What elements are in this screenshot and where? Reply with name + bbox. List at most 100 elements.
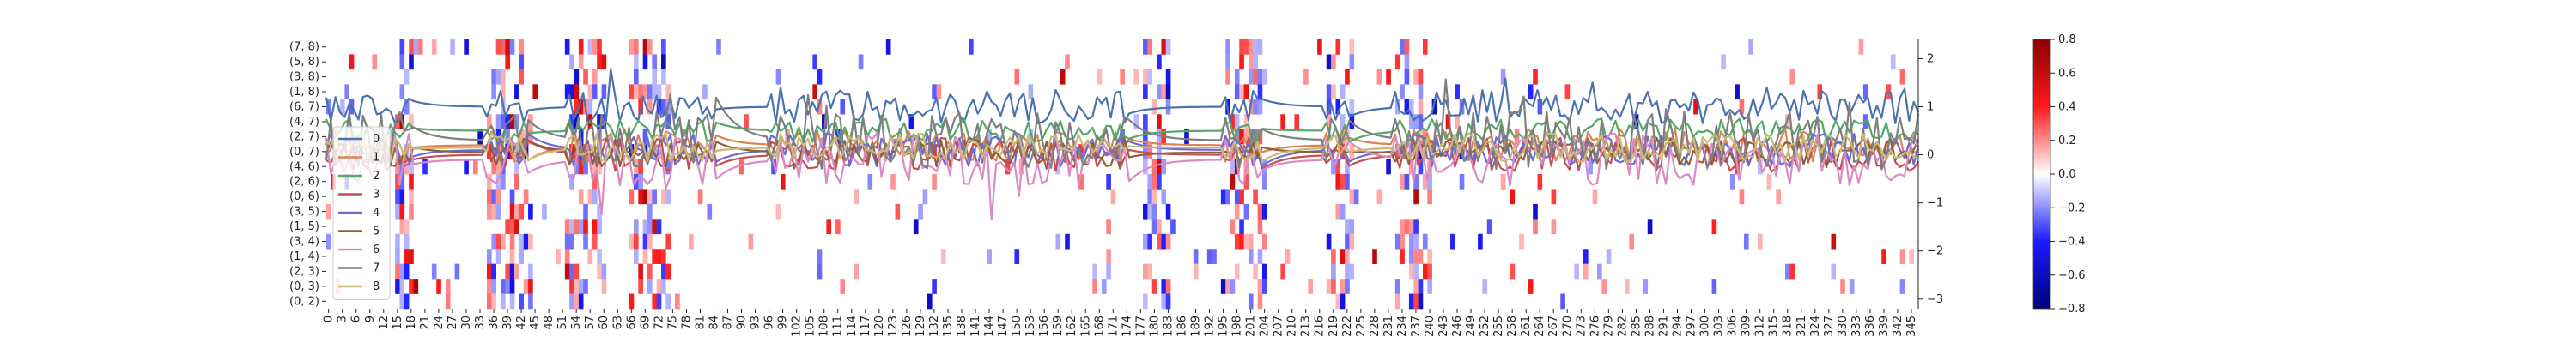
heatmap-cell [1422, 39, 1428, 55]
x-tick-label: 201 [1245, 316, 1258, 337]
heatmap-cell [775, 203, 781, 220]
heatmap-cell [1106, 249, 1111, 264]
heatmap-cell [395, 279, 400, 294]
heatmap-cell [1253, 263, 1258, 280]
heatmap-cell [569, 233, 574, 250]
heatmap-cell [932, 174, 937, 190]
y-tick-label: (3, 5) [289, 206, 319, 219]
x-tick-label: 333 [1850, 316, 1863, 337]
heatmap-cell [652, 293, 657, 310]
heatmap-cell [633, 219, 639, 235]
heatmap-cell [574, 263, 580, 280]
heatmap-cell [1253, 99, 1258, 115]
heatmap-cell [647, 233, 653, 250]
heatmap-cell [1551, 189, 1557, 205]
heatmap-cell [1193, 263, 1199, 280]
heatmap-cell [1413, 293, 1419, 310]
x-tick-label: 54 [570, 316, 583, 330]
x-tick-label: 183 [1162, 316, 1175, 337]
heatmap-cell [399, 189, 405, 205]
heatmap-cell [835, 219, 841, 235]
heatmap-cell [1143, 159, 1148, 175]
y-tick-label: (0, 7) [289, 146, 319, 159]
heatmap-cell [817, 99, 823, 115]
heatmap-cell [597, 219, 602, 235]
heatmap-cell [665, 189, 671, 205]
x-tick-label: 48 [543, 316, 556, 330]
heatmap-cell [1739, 189, 1745, 205]
heatmap-cell [817, 263, 823, 280]
heatmap-cell [1133, 114, 1139, 129]
heatmap-cell [1404, 39, 1410, 55]
heatmap-cell [840, 99, 846, 115]
heatmap-cell [1583, 249, 1589, 264]
x-tick-label: 153 [1024, 316, 1037, 337]
heatmap-cell [633, 69, 639, 85]
heatmap-cell [495, 249, 501, 264]
heatmap-cell [592, 219, 598, 235]
heatmap-cell [487, 279, 492, 294]
x-tick-label: 327 [1823, 316, 1836, 337]
heatmap-cell [1789, 69, 1795, 85]
x-tick-label: 282 [1616, 316, 1629, 337]
heatmap-cell [409, 174, 414, 190]
x-tick-label: 60 [598, 316, 611, 330]
heatmap-cell [780, 174, 786, 190]
x-tick-label: 321 [1795, 316, 1808, 337]
heatmap-cell [1400, 84, 1405, 100]
heatmap-cell [1335, 39, 1341, 55]
heatmap-cell [1147, 203, 1153, 220]
heatmap-cell [1060, 69, 1066, 85]
heatmap-cell [1106, 174, 1111, 190]
y-tick-label: (1, 5) [289, 220, 319, 233]
heatmap-cell [404, 249, 410, 264]
heatmap-cell [491, 279, 496, 294]
x-tick-label: 330 [1837, 316, 1850, 337]
heatmap-cell [477, 129, 483, 145]
heatmap-cell [1143, 84, 1148, 100]
x-tick-label: 234 [1396, 316, 1409, 337]
heatmap-cell [1165, 233, 1171, 250]
heatmap-cell [395, 249, 400, 264]
x-tick-label: 300 [1699, 316, 1712, 337]
heatmap-cell [1243, 114, 1249, 129]
heatmap-cell [1165, 84, 1171, 100]
heatmap-cell [1143, 69, 1148, 85]
heatmap-cell [395, 203, 400, 220]
heatmap-cell [1151, 219, 1157, 235]
heatmap-cell [509, 249, 515, 264]
heatmap-cell [587, 189, 593, 205]
heatmap-cell [647, 99, 653, 115]
colorbar: 0.8 0.6 0.4 0.2 0.0 −0.2 −0.4 −0.6 −0.8 [2032, 33, 2086, 316]
heatmap-cell [1157, 159, 1162, 175]
heatmap-cell [501, 114, 506, 129]
heatmap-cell [1408, 249, 1414, 264]
heatmap-cell [1028, 84, 1034, 100]
heatmap-cell [592, 174, 598, 190]
heatmap-cell [578, 219, 584, 235]
heatmap-cell [1890, 54, 1896, 70]
heatmap-cell [1120, 129, 1125, 145]
heatmap-cell [1097, 69, 1103, 85]
x-tick-label: 84 [708, 316, 720, 330]
heatmap-cell [569, 279, 574, 294]
heatmap-cell [1394, 144, 1400, 159]
heatmap-cell [707, 203, 713, 220]
heatmap-cell [1629, 233, 1635, 250]
heatmap-cell [436, 279, 441, 294]
heatmap-cell [587, 249, 593, 264]
heatmap-cell [1400, 219, 1405, 235]
heatmap-cell [1143, 203, 1148, 220]
x-tick-label: 150 [1011, 316, 1024, 337]
right-tick-label: 1 [1927, 101, 1934, 114]
heatmap-cell [1151, 189, 1157, 205]
heatmap-cell [326, 233, 331, 250]
heatmap-cell [1537, 174, 1543, 190]
heatmap-cell [1533, 203, 1538, 220]
heatmap-cell [689, 233, 694, 250]
x-tick-label: 255 [1492, 316, 1505, 337]
heatmap-cell [404, 219, 410, 235]
heatmap-cell [642, 39, 648, 55]
heatmap-cell [890, 174, 896, 190]
heatmap-cell [1078, 174, 1084, 190]
